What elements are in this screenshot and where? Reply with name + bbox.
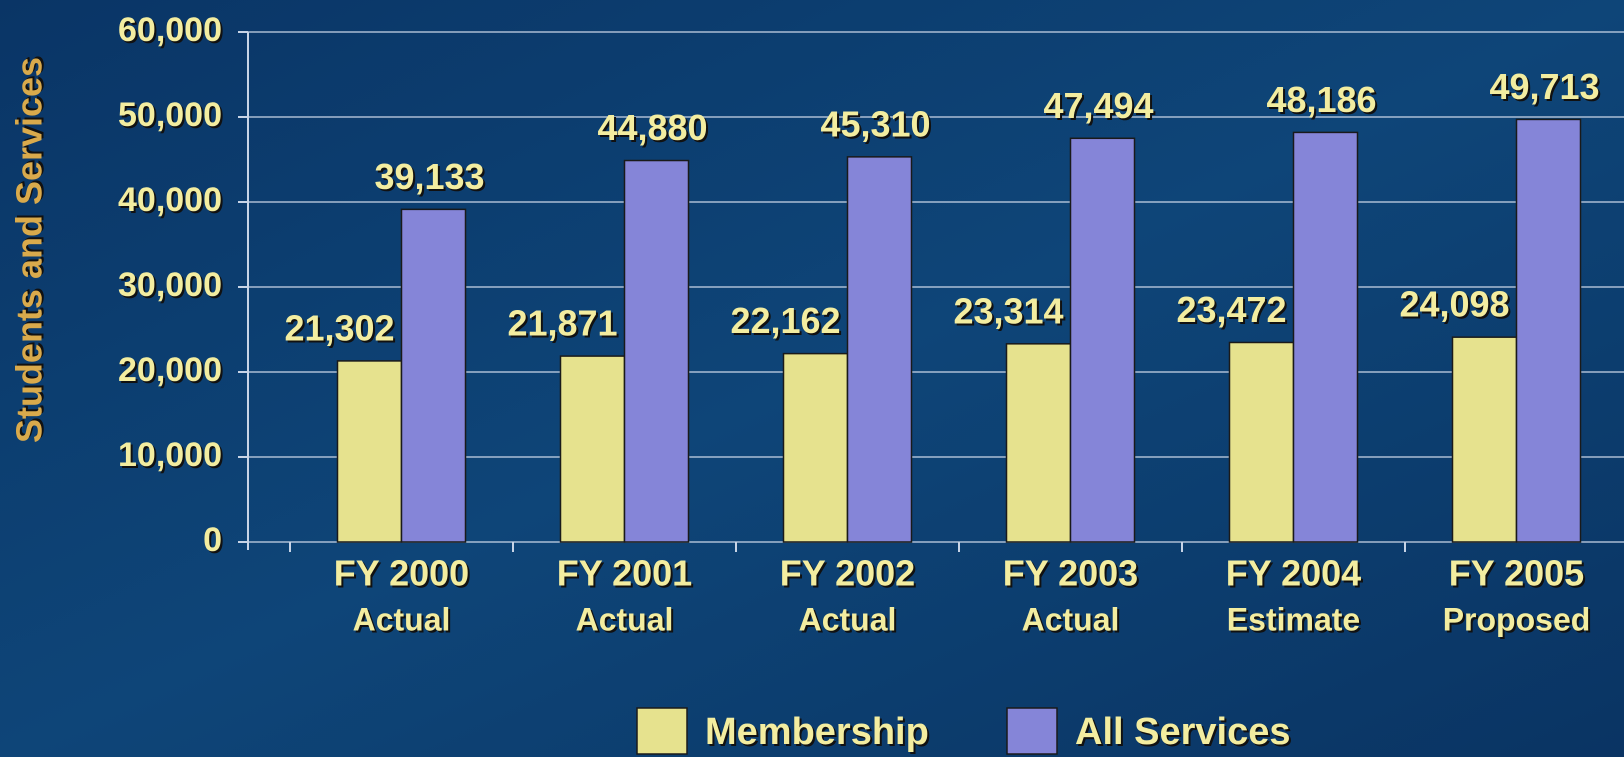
value-label: 49,713	[1489, 66, 1599, 107]
bar	[559, 355, 626, 543]
x-tick-label: Actual	[353, 601, 451, 637]
value-label: 44,880	[597, 107, 707, 148]
bar	[782, 352, 849, 543]
y-tick-label: 60,000	[118, 11, 222, 49]
x-tick-label: FY 2002	[780, 553, 915, 594]
y-axis-label: Students and Services	[9, 57, 50, 443]
y-tick-label: 0	[203, 521, 222, 559]
bar	[400, 208, 467, 543]
bar	[1069, 137, 1136, 543]
bar	[1451, 336, 1518, 543]
x-tick-label: Actual	[799, 601, 897, 637]
value-label: 21,302	[284, 307, 394, 348]
value-label: 24,098	[1399, 284, 1509, 325]
x-tick-label: Proposed	[1443, 601, 1591, 637]
x-tick-label: FY 2000	[334, 553, 469, 594]
legend-swatch	[1006, 707, 1058, 755]
bar	[1005, 343, 1072, 543]
value-label: 23,314	[953, 290, 1063, 331]
bar	[623, 159, 690, 543]
value-label: 23,472	[1176, 289, 1286, 330]
x-tick-label: FY 2005	[1449, 553, 1584, 594]
legend-swatch	[636, 707, 688, 755]
x-tick-label: FY 2003	[1003, 553, 1138, 594]
y-tick-label: 30,000	[118, 266, 222, 304]
x-tick-label: Actual	[1022, 601, 1120, 637]
value-label: 48,186	[1266, 79, 1376, 120]
value-label: 47,494	[1043, 85, 1153, 126]
value-label: 45,310	[820, 103, 930, 144]
value-label: 21,871	[507, 303, 617, 344]
x-tick-label: Actual	[576, 601, 674, 637]
y-tick-label: 10,000	[118, 436, 222, 474]
bar	[846, 156, 913, 543]
value-label: 22,162	[730, 300, 840, 341]
legend-label: All Services	[1075, 711, 1290, 753]
legend-label: Membership	[705, 711, 929, 753]
bar	[1292, 131, 1359, 543]
y-tick-label: 20,000	[118, 351, 222, 389]
x-tick-label: FY 2001	[557, 553, 692, 594]
x-tick-label: FY 2004	[1226, 553, 1361, 594]
y-tick-label: 40,000	[118, 181, 222, 219]
bar	[336, 360, 403, 543]
value-label: 39,133	[374, 156, 484, 197]
x-tick-label: Estimate	[1227, 601, 1360, 637]
bar	[1228, 341, 1295, 543]
y-tick-label: 50,000	[118, 96, 222, 134]
bar	[1515, 118, 1582, 543]
